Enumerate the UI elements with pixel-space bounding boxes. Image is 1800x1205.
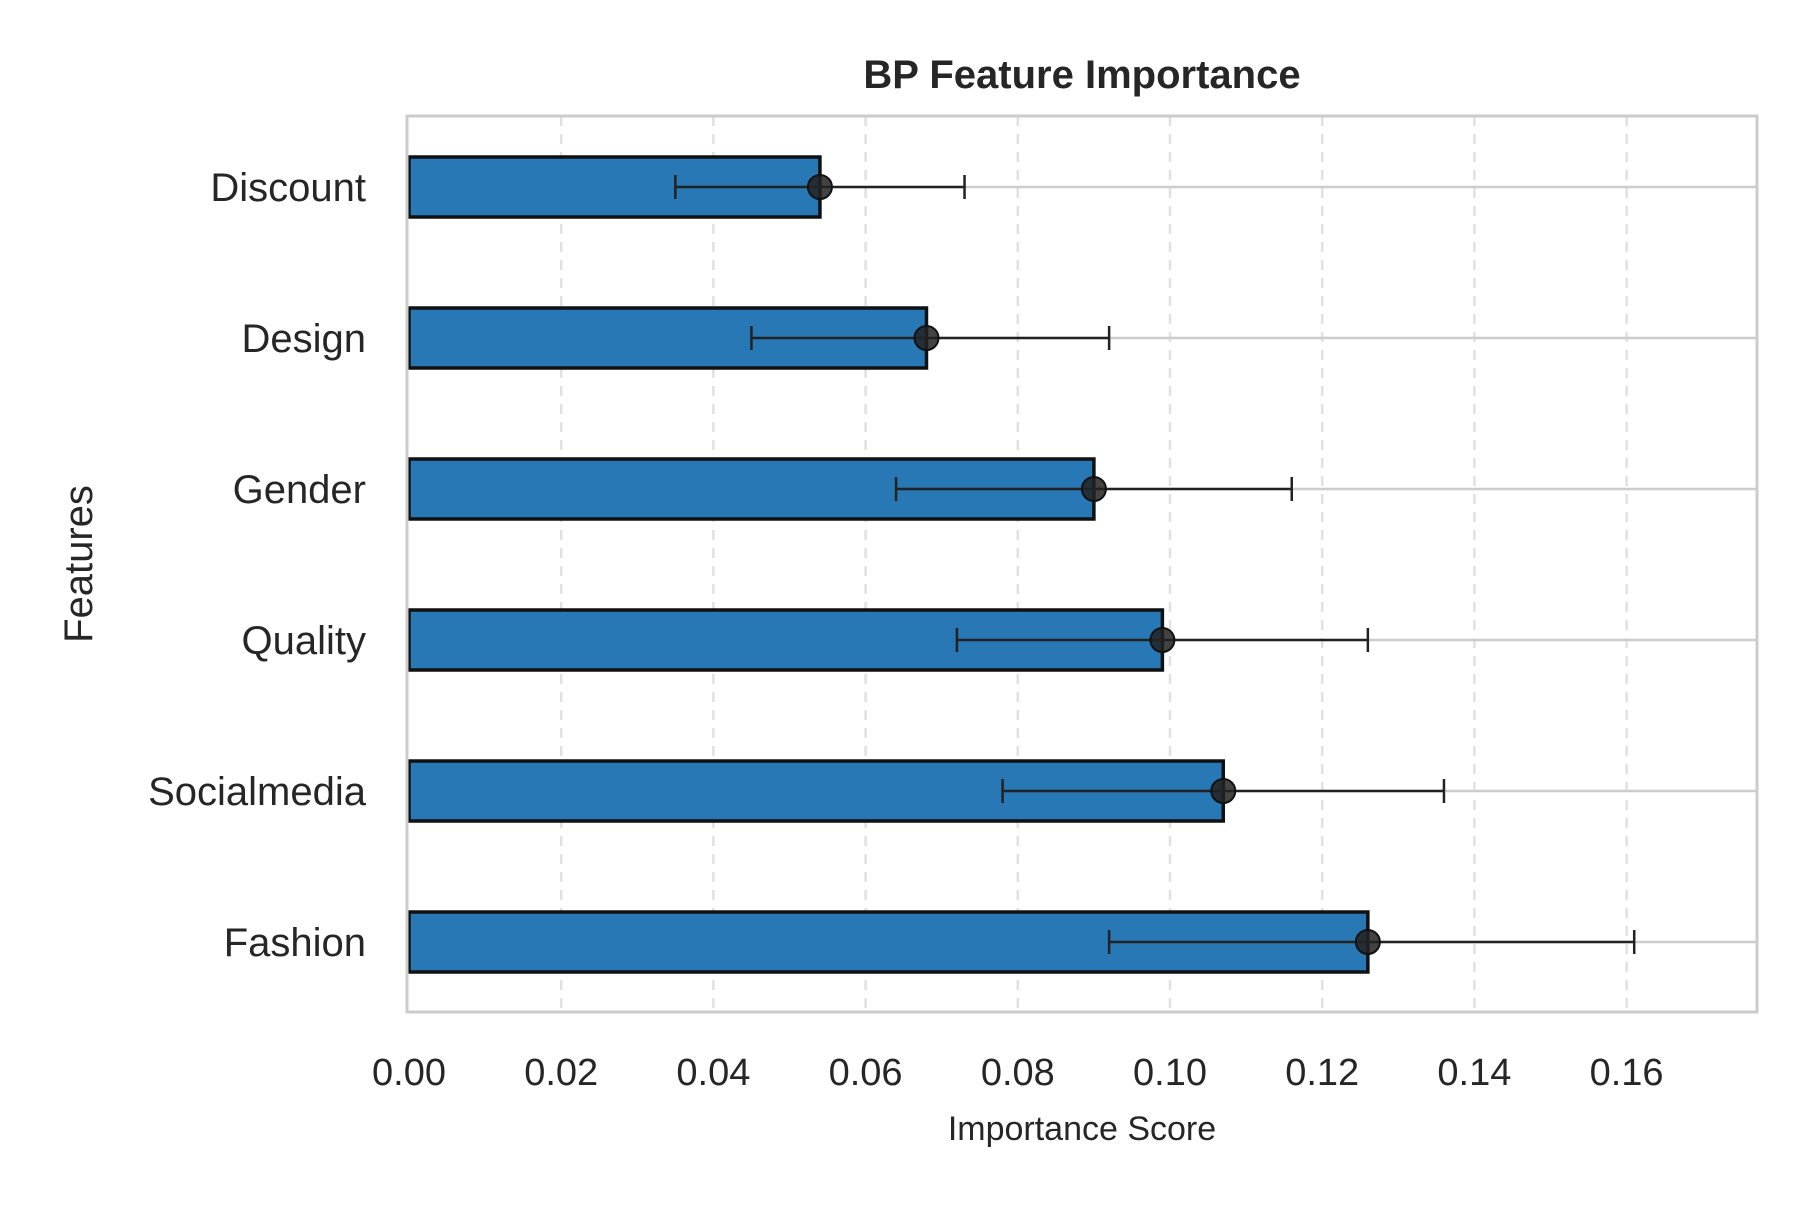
grid-layer: [407, 116, 1757, 1012]
x-tick-label: 0.16: [1590, 1052, 1664, 1094]
chart-title: BP Feature Importance: [863, 53, 1300, 97]
x-tick-label: 0.14: [1437, 1052, 1511, 1094]
bars-layer: [407, 155, 1370, 974]
x-tick-label: 0.00: [372, 1052, 446, 1094]
mean-marker: [1149, 627, 1176, 653]
y-tick-label: Discount: [210, 166, 366, 210]
mean-marker: [1080, 476, 1107, 502]
x-tick-label: 0.04: [676, 1052, 750, 1094]
x-tick-label: 0.06: [829, 1052, 903, 1094]
y-tick-label: Quality: [242, 619, 367, 663]
x-tick-label: 0.12: [1285, 1052, 1359, 1094]
y-tick-label: Socialmedia: [148, 770, 367, 814]
mean-marker: [1210, 778, 1237, 804]
x-tick-label: 0.02: [524, 1052, 598, 1094]
mean-marker: [1354, 929, 1381, 955]
x-tick-label: 0.08: [981, 1052, 1055, 1094]
x-axis-label: Importance Score: [948, 1110, 1216, 1148]
y-axis-label: Features: [57, 485, 101, 643]
mean-marker: [913, 325, 940, 351]
y-tick-label: Gender: [233, 468, 366, 512]
x-tick-label: 0.10: [1133, 1052, 1207, 1094]
y-tick-label: Fashion: [224, 921, 366, 965]
tick-labels-layer: 0.00 0.02 0.04 0.06 0.08 0.10 0.12 0.14 0.16 Disc…: [148, 166, 1663, 1094]
mean-marker: [806, 174, 833, 200]
y-tick-label: Design: [241, 317, 366, 361]
error-bars-layer: [674, 174, 1636, 955]
bar: [407, 457, 1096, 521]
plot-frame: [405, 114, 1759, 1014]
